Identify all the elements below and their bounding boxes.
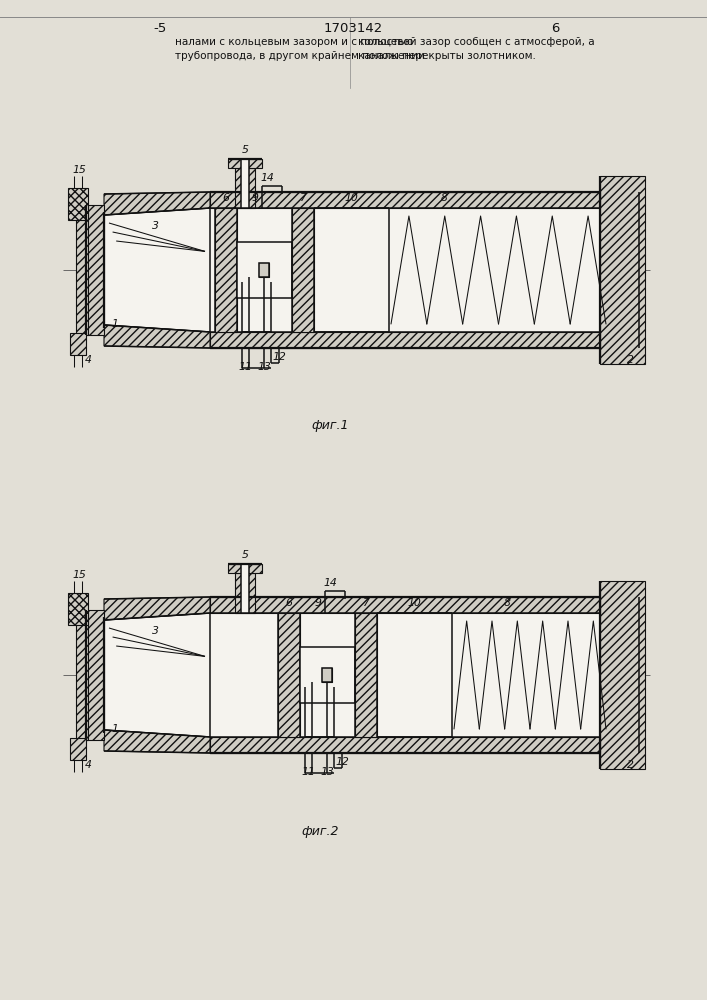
- Bar: [322, 668, 332, 682]
- Text: -5: -5: [153, 21, 167, 34]
- Text: 14: 14: [323, 578, 337, 588]
- Text: 13: 13: [320, 767, 334, 777]
- Bar: [235, 573, 255, 613]
- Bar: [314, 208, 389, 332]
- Text: 6: 6: [551, 21, 559, 34]
- Polygon shape: [104, 325, 210, 348]
- Bar: [606, 597, 645, 753]
- Text: 6: 6: [223, 193, 230, 203]
- Polygon shape: [104, 208, 210, 332]
- Bar: [241, 564, 249, 613]
- Bar: [210, 597, 600, 613]
- Text: 3: 3: [151, 626, 158, 636]
- Bar: [606, 192, 645, 348]
- Text: 4: 4: [85, 355, 91, 365]
- Bar: [377, 613, 452, 737]
- Bar: [76, 610, 88, 740]
- Bar: [355, 613, 377, 737]
- Text: 9: 9: [315, 598, 322, 608]
- Text: 15: 15: [72, 165, 86, 175]
- Bar: [210, 192, 600, 208]
- Text: 10: 10: [407, 598, 421, 608]
- Polygon shape: [104, 192, 210, 215]
- Polygon shape: [104, 597, 210, 620]
- Text: 8: 8: [503, 598, 510, 608]
- Bar: [70, 333, 86, 355]
- Text: 9: 9: [252, 193, 259, 203]
- Text: фиг.2: фиг.2: [301, 826, 339, 838]
- Bar: [278, 613, 300, 737]
- Text: трубопровода, в другом крайнем положении: трубопровода, в другом крайнем положении: [175, 51, 425, 61]
- Text: каналы перекрыты золотником.: каналы перекрыты золотником.: [358, 51, 536, 61]
- Text: 1703142: 1703142: [323, 21, 382, 34]
- Text: 15: 15: [72, 570, 86, 580]
- Text: 2: 2: [626, 760, 633, 770]
- Text: 12: 12: [272, 352, 286, 362]
- Text: налами с кольцевым зазором и с полостью: налами с кольцевым зазором и с полостью: [175, 37, 414, 47]
- Bar: [210, 737, 600, 753]
- Text: фиг.1: фиг.1: [311, 420, 349, 432]
- Text: 6: 6: [286, 598, 293, 608]
- Bar: [322, 668, 332, 682]
- Text: 1: 1: [112, 319, 119, 329]
- Text: 11: 11: [238, 362, 252, 372]
- Bar: [86, 205, 104, 335]
- Polygon shape: [104, 730, 210, 753]
- Bar: [76, 205, 88, 335]
- Text: 1: 1: [112, 724, 119, 734]
- Bar: [228, 564, 262, 573]
- Bar: [68, 188, 88, 220]
- Bar: [68, 593, 88, 625]
- Text: 13: 13: [257, 362, 271, 372]
- Bar: [70, 738, 86, 760]
- Bar: [600, 176, 645, 364]
- Text: 12: 12: [335, 757, 349, 767]
- Bar: [210, 208, 600, 332]
- Text: 7: 7: [363, 598, 370, 608]
- Polygon shape: [104, 613, 210, 737]
- Text: 11: 11: [301, 767, 315, 777]
- Text: 5: 5: [242, 550, 248, 560]
- Bar: [237, 242, 292, 298]
- Bar: [235, 168, 255, 208]
- Text: 5: 5: [242, 145, 248, 155]
- Bar: [300, 647, 355, 703]
- Text: 10: 10: [344, 193, 358, 203]
- Text: кольцевой зазор сообщен с атмосферой, а: кольцевой зазор сообщен с атмосферой, а: [358, 37, 595, 47]
- Text: 8: 8: [440, 193, 448, 203]
- Bar: [210, 613, 600, 737]
- Text: 14: 14: [260, 173, 274, 183]
- Bar: [259, 263, 269, 277]
- Bar: [292, 208, 314, 332]
- Bar: [259, 263, 269, 277]
- Bar: [210, 332, 600, 348]
- Text: 4: 4: [85, 760, 91, 770]
- Text: 7: 7: [300, 193, 306, 203]
- Bar: [86, 610, 104, 740]
- Bar: [241, 159, 249, 208]
- Bar: [600, 581, 645, 769]
- Text: 3: 3: [151, 221, 158, 231]
- Text: 2: 2: [626, 355, 633, 365]
- Bar: [215, 208, 237, 332]
- Bar: [228, 159, 262, 168]
